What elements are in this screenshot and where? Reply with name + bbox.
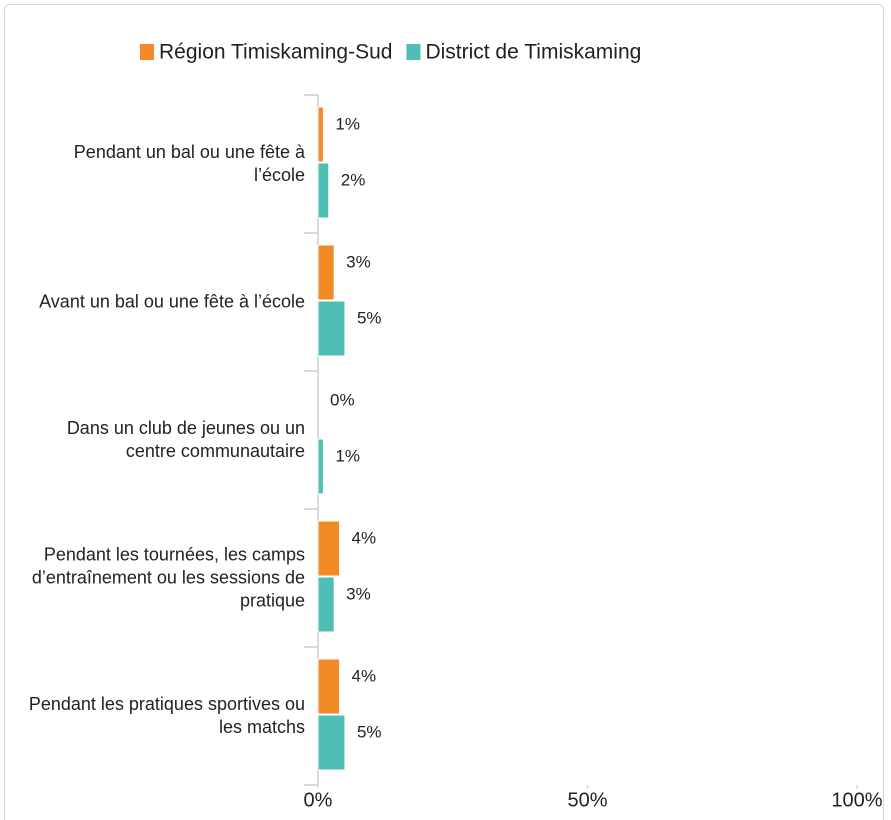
legend-label: District de Timiskaming xyxy=(425,41,641,64)
bar xyxy=(317,106,324,163)
x-tick-label: 0% xyxy=(304,789,333,811)
bar xyxy=(317,300,346,357)
bar xyxy=(317,714,346,771)
value-label: 0% xyxy=(330,390,355,409)
bar xyxy=(317,438,324,495)
value-label: 1% xyxy=(335,114,360,133)
bar xyxy=(317,576,335,633)
value-label: 5% xyxy=(357,308,382,327)
value-label: 1% xyxy=(335,446,360,465)
value-label: 3% xyxy=(346,584,371,603)
category-label: Pendant les tournées, les camps d’entraî… xyxy=(31,544,305,611)
value-label: 4% xyxy=(352,666,377,685)
category-label: Pendant les pratiques sportives ou les m… xyxy=(28,694,305,737)
bar xyxy=(317,658,341,715)
value-label: 4% xyxy=(352,528,377,547)
bar xyxy=(317,520,341,577)
value-label: 5% xyxy=(357,722,382,741)
bar xyxy=(317,162,330,219)
legend-label: Région Timiskaming-Sud xyxy=(159,41,392,64)
value-label: 2% xyxy=(341,170,366,189)
x-tick-label: 50% xyxy=(567,789,607,811)
value-label: 3% xyxy=(346,252,371,271)
legend-swatch xyxy=(140,44,154,60)
x-tick-label: 100% xyxy=(831,789,882,811)
category-label: Avant un bal ou une fête à l’école xyxy=(39,291,305,312)
bar xyxy=(317,244,335,301)
legend-swatch xyxy=(406,44,421,60)
category-label: Dans un club de jeunes ou un centre comm… xyxy=(66,418,305,461)
card xyxy=(4,4,884,820)
category-label: Pendant un bal ou une fête à l’école xyxy=(73,142,305,185)
